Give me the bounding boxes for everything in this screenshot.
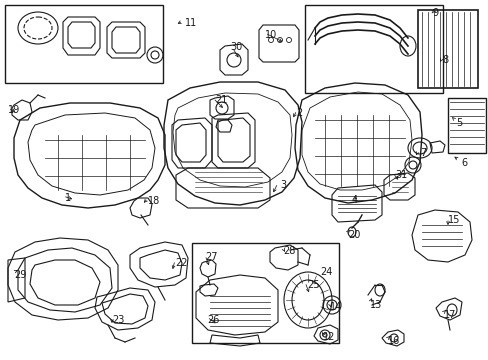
Text: 26: 26: [206, 315, 219, 325]
Text: 25: 25: [306, 280, 319, 290]
Text: 5: 5: [455, 118, 461, 128]
Text: 6: 6: [460, 158, 466, 168]
Text: 8: 8: [441, 55, 447, 65]
Text: 22: 22: [175, 258, 187, 268]
Text: 11: 11: [184, 18, 197, 28]
Bar: [5, 5, 163, 83]
Text: 28: 28: [283, 246, 295, 256]
Text: 9: 9: [431, 8, 437, 18]
Text: 16: 16: [387, 336, 400, 346]
Text: 14: 14: [329, 302, 342, 312]
Text: 1: 1: [65, 193, 71, 203]
Text: 7: 7: [419, 148, 426, 158]
Text: 24: 24: [319, 267, 332, 277]
Text: 10: 10: [264, 30, 277, 40]
Text: 4: 4: [351, 195, 357, 205]
Bar: [417, 10, 477, 88]
Text: 30: 30: [229, 42, 242, 52]
Bar: [192, 243, 338, 343]
Text: 23: 23: [112, 315, 124, 325]
Text: 20: 20: [347, 230, 360, 240]
Text: 18: 18: [148, 196, 160, 206]
Text: 2: 2: [295, 108, 302, 118]
Text: 27: 27: [204, 252, 217, 262]
Text: 19: 19: [8, 105, 20, 115]
Text: 31: 31: [394, 170, 407, 180]
Text: 17: 17: [443, 310, 455, 320]
Text: 12: 12: [323, 332, 335, 342]
Text: 21: 21: [215, 95, 227, 105]
Bar: [447, 98, 485, 153]
Text: 29: 29: [14, 270, 26, 280]
Text: 3: 3: [280, 180, 285, 190]
Bar: [305, 5, 442, 93]
Text: 13: 13: [369, 300, 382, 310]
Text: 15: 15: [447, 215, 459, 225]
